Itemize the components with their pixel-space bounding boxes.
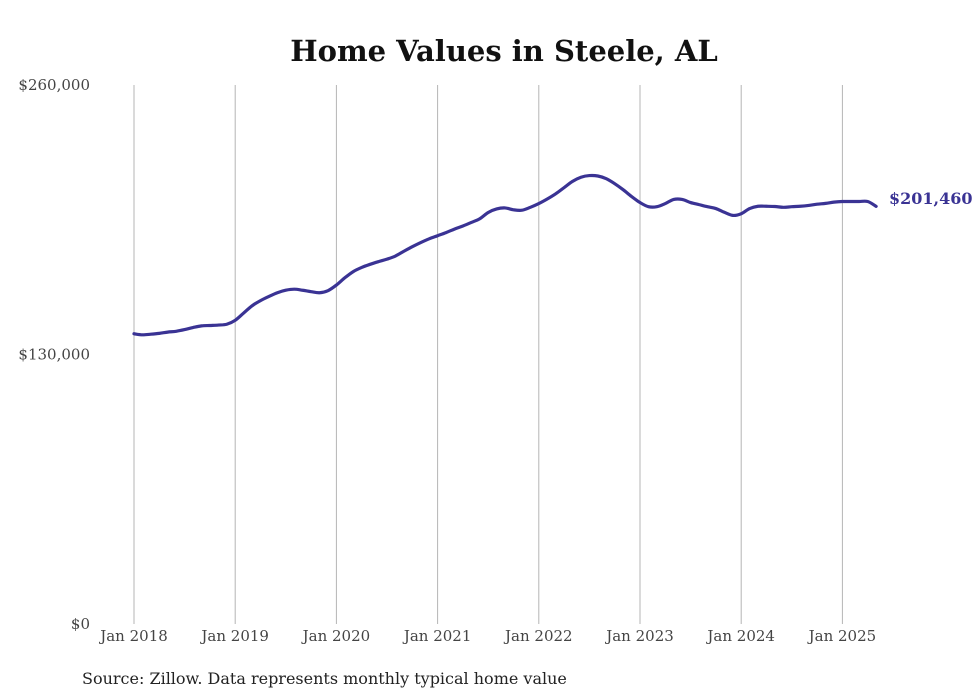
y-tick-label: $260,000	[18, 76, 90, 94]
series-layer	[132, 173, 878, 337]
x-tick-label: Jan 2025	[807, 627, 877, 645]
y-tick-label: $130,000	[18, 346, 90, 364]
x-tick-label: Jan 2024	[705, 627, 775, 645]
chart-title: Home Values in Steele, AL	[290, 34, 718, 68]
x-tick-label: Jan 2022	[503, 627, 573, 645]
x-tick-label: Jan 2023	[604, 627, 674, 645]
home-value-series-line	[132, 173, 878, 337]
x-tick-label: Jan 2018	[98, 627, 168, 645]
end-value-label: $201,460	[889, 189, 973, 208]
axis-labels: Jan 2018 Jan 2019 Jan 2020 Jan 2021 Jan 2022…	[18, 76, 876, 645]
source-note: Source: Zillow. Data represents monthly …	[82, 669, 567, 688]
gridlines	[133, 85, 843, 624]
x-tick-label: Jan 2021	[402, 627, 472, 645]
y-tick-label: $0	[71, 615, 90, 633]
x-tick-label: Jan 2019	[199, 627, 269, 645]
x-tick-label: Jan 2020	[301, 627, 371, 645]
